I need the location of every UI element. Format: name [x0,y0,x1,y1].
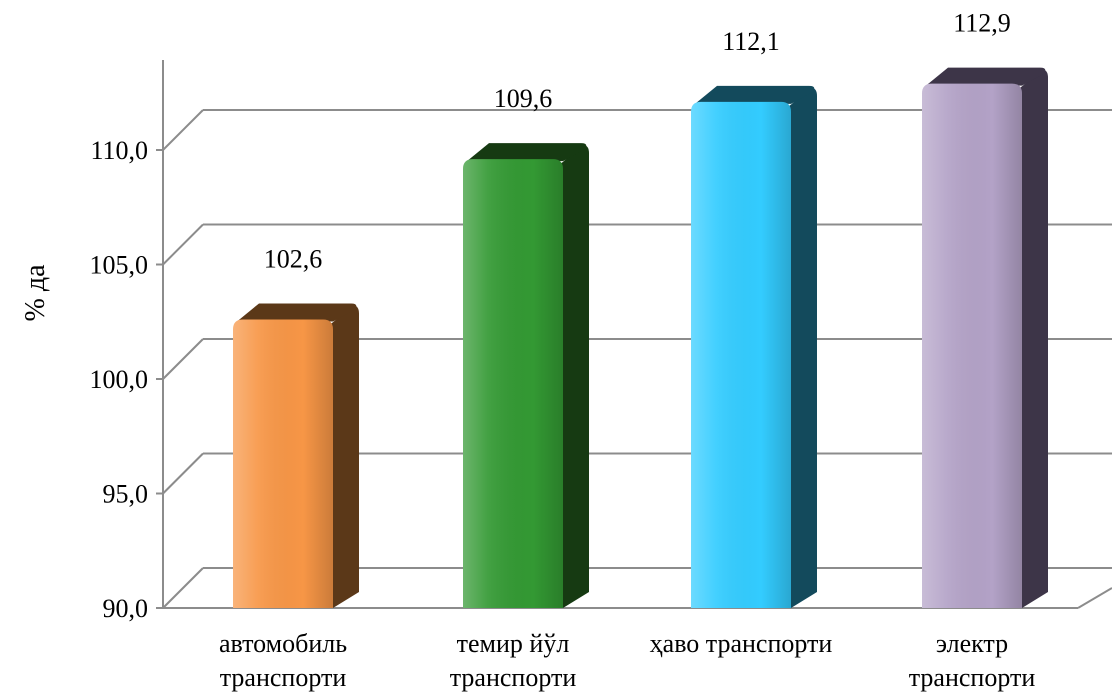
gridline-diagonal [162,109,204,151]
y-tick-label: 95,0 [103,480,149,509]
bar-side-face [787,87,817,608]
bar [463,143,589,608]
y-tick-label: 105,0 [90,251,149,280]
bar-gloss [691,101,791,608]
bar-top-face [237,303,357,322]
gridline-diagonal [162,223,204,266]
bar-top-face [926,67,1046,86]
gridline-diagonal [162,338,204,380]
floor-right-edge [1077,587,1112,609]
data-label: 109,6 [494,84,553,113]
bar [691,85,817,608]
bars [233,67,1048,609]
x-tick-label: транспорти [450,663,577,692]
x-tick-label: транспорти [220,663,347,692]
x-tick-label: автомобиль [219,629,347,658]
bar-gloss [463,159,563,608]
bar-side-face [1018,69,1048,609]
data-label: 112,1 [722,27,780,56]
bar [922,67,1048,609]
y-tick-label: 100,0 [90,365,149,394]
x-tick-label: ҳаво транспорти [650,629,833,658]
gridline-diagonal [162,452,204,495]
y-tick-label: 90,0 [103,594,149,623]
y-tick-label: 110,0 [90,136,148,165]
bar-top-face [467,143,587,162]
bar-gloss [233,319,333,608]
bar-gloss [922,83,1022,609]
x-tick-label: темир йўл [457,629,570,658]
data-label: 112,9 [953,9,1011,38]
bar-side-face [559,145,589,608]
gridline-diagonal [162,567,204,609]
y-axis-label: % да [20,264,51,322]
labels: 90,0 95,0 100,0 105,0 110,0 % да 102,6 автомоби… [20,9,1035,692]
x-tick-label: транспорти [909,663,1036,692]
bar-side-face [329,305,359,608]
bar-top-face [695,85,815,104]
data-label: 102,6 [264,244,323,273]
bar [233,303,359,608]
x-tick-label: электр [936,629,1008,658]
